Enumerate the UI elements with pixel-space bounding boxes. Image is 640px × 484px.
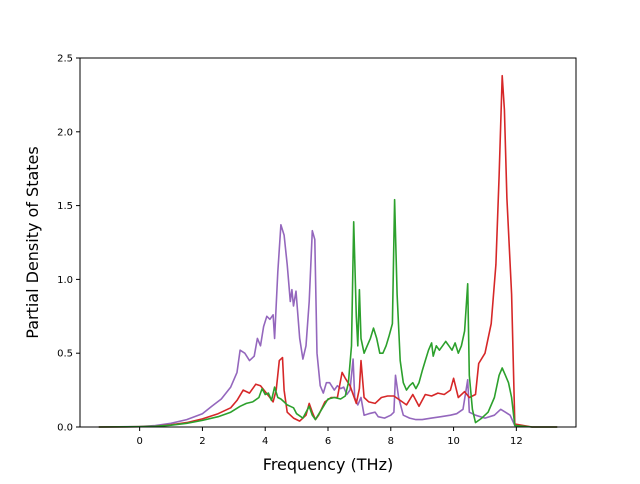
y-tick-label: 2.0 — [57, 127, 73, 138]
y-tick-label: 0.5 — [57, 349, 73, 360]
y-tick-label: 2.5 — [57, 54, 73, 65]
ticks-layer: 0 2 4 6 8 10 12 0.0 0.5 1.0 1.5 2.0 2.5 — [57, 54, 523, 448]
x-tick-label: 4 — [262, 436, 268, 447]
series-line-3 — [98, 198, 558, 428]
x-tick-label: 2 — [199, 436, 205, 447]
x-axis-label: Frequency (THz) — [263, 455, 393, 474]
series-line-2 — [98, 74, 558, 428]
y-tick-label: 1.0 — [57, 275, 73, 286]
x-tick-label: 6 — [325, 436, 331, 447]
x-tick-label: 0 — [136, 436, 142, 447]
series-layer — [98, 74, 558, 428]
x-tick-label: 12 — [510, 436, 523, 447]
y-tick-label: 1.5 — [57, 201, 73, 212]
y-tick-label: 0.0 — [57, 423, 73, 434]
series-line-1 — [98, 224, 558, 428]
y-axis-label: Partial Density of States — [23, 146, 42, 338]
x-tick-label: 8 — [388, 436, 394, 447]
x-tick-label: 10 — [447, 436, 460, 447]
